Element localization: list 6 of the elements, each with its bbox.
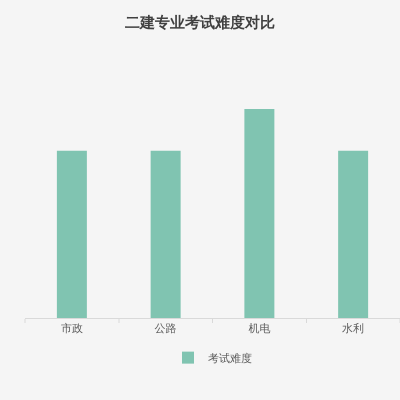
x-tick-label: 水利 [342, 322, 364, 336]
legend-label: 考试难度 [208, 352, 252, 365]
x-tick-label: 公路 [154, 322, 177, 336]
chart-title: 二建专业考试难度对比 [125, 13, 275, 32]
x-tick-label: 机电 [248, 322, 270, 336]
x-tick-label: 市政 [60, 322, 83, 336]
